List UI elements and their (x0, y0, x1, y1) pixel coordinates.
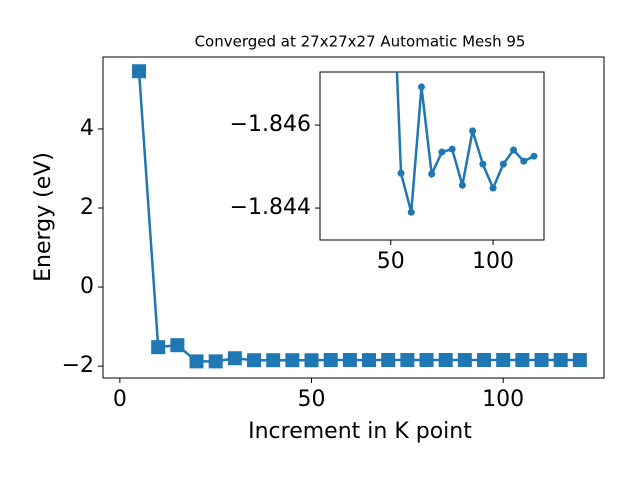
marker (227, 351, 242, 366)
x-tick-label: 100 (472, 249, 514, 274)
marker (407, 208, 415, 216)
y-axis-label: Energy (eV) (31, 152, 56, 282)
marker (170, 338, 185, 353)
marker (530, 152, 538, 160)
x-tick-label: 50 (377, 249, 405, 274)
marker (247, 353, 262, 368)
marker (417, 83, 425, 91)
marker (285, 353, 300, 368)
marker (304, 353, 319, 368)
marker (397, 169, 405, 177)
marker (510, 146, 518, 154)
marker (448, 145, 456, 153)
x-tick-label: 0 (113, 387, 127, 412)
marker (457, 353, 472, 368)
marker (458, 181, 466, 189)
chart-title: Converged at 27x27x27 Automatic Mesh 95 (195, 33, 526, 51)
marker (400, 353, 415, 368)
marker (520, 157, 528, 165)
plot-area (319, 71, 545, 241)
y-tick-label: 4 (80, 116, 94, 141)
marker (553, 353, 568, 368)
marker (477, 353, 492, 368)
marker (479, 160, 487, 168)
marker (489, 184, 497, 192)
marker (208, 354, 223, 369)
x-tick-label: 50 (298, 387, 326, 412)
marker (151, 340, 166, 355)
y-tick-label: −2 (62, 353, 94, 378)
marker (515, 353, 530, 368)
marker (189, 354, 204, 369)
marker (438, 148, 446, 156)
marker (381, 353, 396, 368)
marker (419, 353, 434, 368)
marker (362, 353, 377, 368)
marker (323, 353, 338, 368)
x-axis-label: Increment in K point (248, 419, 472, 444)
marker (496, 352, 511, 367)
marker (428, 170, 436, 178)
y-tick-label: −1.844 (230, 195, 311, 220)
y-tick-label: −1.846 (230, 112, 311, 137)
y-tick-label: 0 (80, 274, 94, 299)
marker (499, 160, 507, 168)
marker (438, 352, 453, 367)
marker (266, 353, 281, 368)
marker (534, 353, 549, 368)
marker (469, 127, 477, 135)
marker (132, 64, 147, 79)
marker (572, 353, 587, 368)
y-tick-label: 2 (80, 195, 94, 220)
marker (342, 352, 357, 367)
x-tick-label: 100 (482, 387, 524, 412)
